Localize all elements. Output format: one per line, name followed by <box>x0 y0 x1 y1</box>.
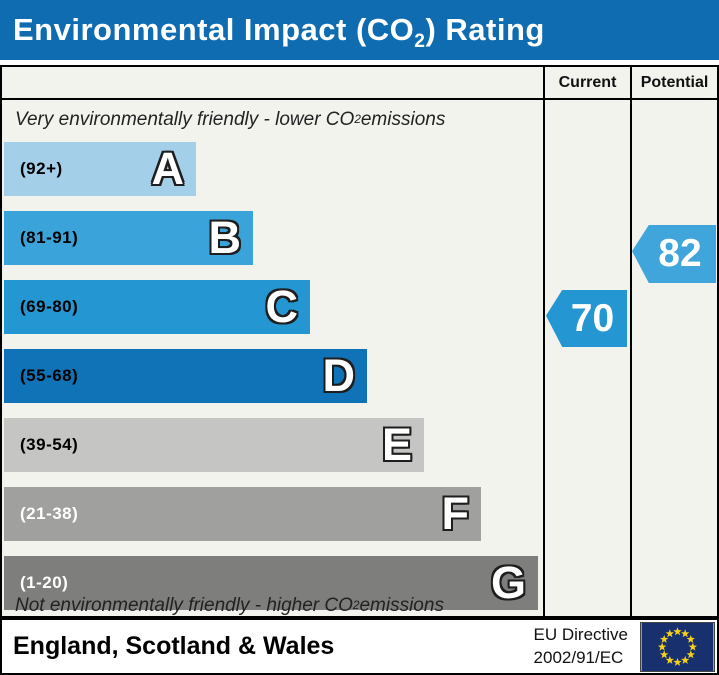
band-letter: D <box>322 350 356 401</box>
band-row-D: (55-68) D <box>2 349 543 413</box>
band-letter: F <box>441 488 470 539</box>
band-row-B: (81-91) B <box>2 211 543 275</box>
header-potential: Potential <box>630 67 717 100</box>
band-row-F: (21-38) F <box>2 487 543 551</box>
band-range-label: (81-91) <box>20 228 79 247</box>
eu-flag-icon <box>640 621 715 672</box>
band-bar-C: (69-80) C <box>4 280 310 334</box>
band-bar-E: (39-54) E <box>4 418 424 472</box>
potential-rating-value: 82 <box>658 232 702 275</box>
band-range-label: (1-20) <box>20 573 69 592</box>
eu-directive-line2: 2002/91/EC <box>533 647 624 667</box>
band-range-label: (21-38) <box>20 504 79 523</box>
current-column <box>543 100 630 621</box>
eu-directive-label: EU Directive 2002/91/EC <box>534 624 628 668</box>
current-rating-value: 70 <box>570 296 615 340</box>
potential-rating-arrow: 82 <box>632 225 716 283</box>
band-range-label: (55-68) <box>20 366 79 385</box>
header-blank-cell <box>2 67 543 100</box>
bands: (92+) A (81-91) B (69-80) C (55-68) D (39-54) E (2… <box>2 142 543 610</box>
eu-directive-line1: EU Directive <box>533 625 628 645</box>
band-bar-A: (92+) A <box>4 142 196 196</box>
band-row-E: (39-54) E <box>2 418 543 482</box>
page-title: Environmental Impact (CO2) Rating <box>13 12 545 53</box>
band-bar-B: (81-91) B <box>4 211 253 265</box>
band-letter: B <box>208 212 242 263</box>
band-bar-F: (21-38) F <box>4 487 481 541</box>
band-bar-G: (1-20) G <box>4 556 538 610</box>
bottom-note: Not environmentally friendly - higher CO… <box>15 594 444 616</box>
footer: England, Scotland & Wales EU Directive 2… <box>0 618 719 675</box>
potential-column <box>630 100 717 621</box>
band-row-G: (1-20) G <box>2 556 543 620</box>
band-range-label: (69-80) <box>20 297 79 316</box>
header-current: Current <box>543 67 630 100</box>
band-row-A: (92+) A <box>2 142 543 206</box>
title-bar: Environmental Impact (CO2) Rating <box>0 0 719 60</box>
bands-column: Very environmentally friendly - lower CO… <box>2 100 543 621</box>
band-range-label: (39-54) <box>20 435 79 454</box>
top-note: Very environmentally friendly - lower CO… <box>15 108 446 130</box>
band-letter: G <box>490 557 526 608</box>
band-letter: C <box>265 281 299 332</box>
band-letter: E <box>381 419 412 470</box>
band-bar-D: (55-68) D <box>4 349 367 403</box>
region-label: England, Scotland & Wales <box>13 632 335 660</box>
current-rating-arrow: 70 <box>546 290 627 347</box>
band-row-C: (69-80) C <box>2 280 543 344</box>
band-letter: A <box>151 143 185 194</box>
band-range-label: (92+) <box>20 159 63 178</box>
